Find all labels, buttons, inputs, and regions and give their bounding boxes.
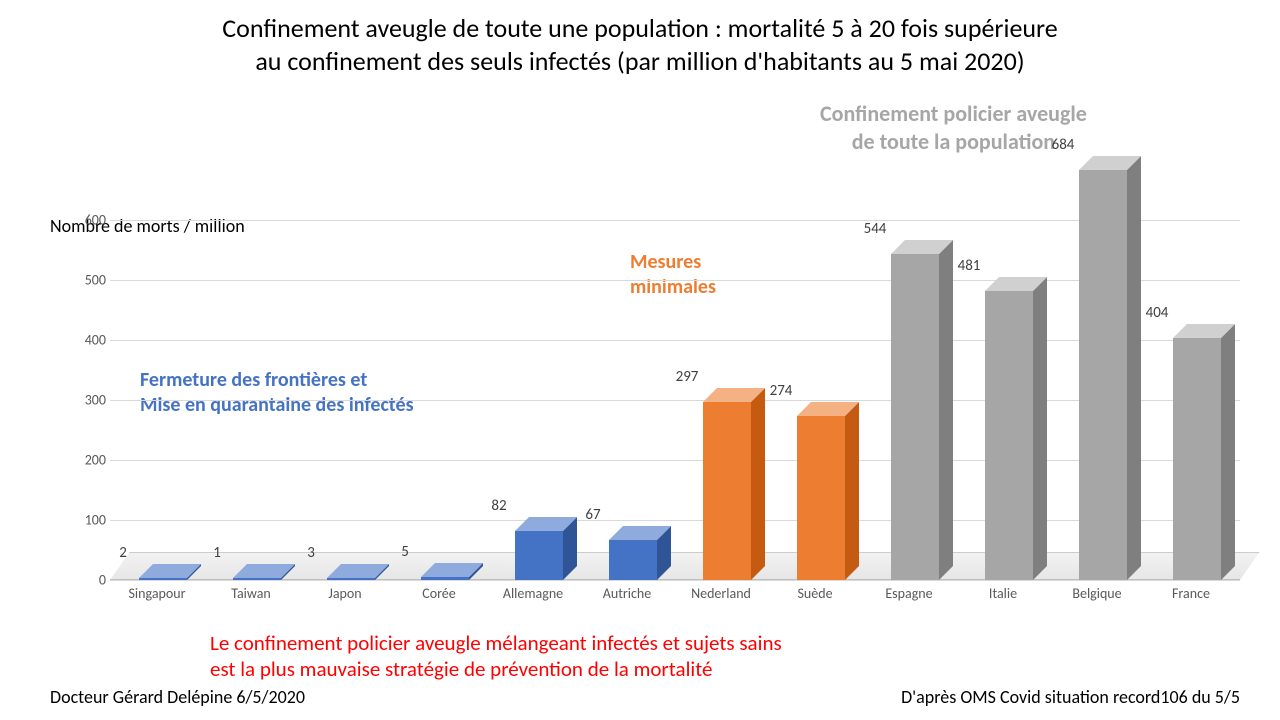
bar-value-label: 67 — [553, 506, 633, 524]
bar-value-label: 2 — [83, 544, 163, 562]
bar-value-label: 82 — [459, 497, 539, 515]
x-category-label: Japon — [298, 585, 392, 602]
title-line-1: Confinement aveugle de toute une populat… — [222, 12, 1057, 44]
y-tick-label: 600 — [70, 212, 106, 229]
y-tick-label: 300 — [70, 392, 106, 409]
bar-chart: 0 100 200 300 400 500 600 SingapourTaiwanJapon… — [70, 160, 1240, 620]
conclusion-line-1: Le confinement policier aveugle mélangea… — [210, 630, 782, 656]
bar-value-label: 1 — [177, 544, 257, 562]
y-tick-label: 500 — [70, 272, 106, 289]
bar-value-label: 5 — [365, 543, 445, 561]
x-category-label: France — [1144, 585, 1238, 602]
x-category-label: Singapour — [110, 585, 204, 602]
x-category-label: Taiwan — [204, 585, 298, 602]
x-category-label: Belgique — [1050, 585, 1144, 602]
x-category-label: Suède — [768, 585, 862, 602]
conclusion-text: Le confinement policier aveugle mélangea… — [210, 630, 782, 683]
x-category-label: Allemagne — [486, 585, 580, 602]
y-tick-label: 400 — [70, 332, 106, 349]
x-category-label: Italie — [956, 585, 1050, 602]
bar-value-label: 274 — [741, 382, 821, 400]
x-category-label: Nederland — [674, 585, 768, 602]
gridline — [110, 580, 1240, 581]
x-category-label: Espagne — [862, 585, 956, 602]
bar-value-label: 3 — [271, 544, 351, 562]
bar-value-label: 404 — [1117, 304, 1197, 322]
page: Confinement aveugle de toute une populat… — [0, 0, 1280, 720]
conclusion-line-2: est la plus mauvaise stratégie de préven… — [210, 656, 712, 682]
bar-value-label: 481 — [929, 257, 1009, 275]
y-tick-label: 200 — [70, 452, 106, 469]
y-tick-label: 100 — [70, 512, 106, 529]
group-gray-line-1: Confinement policier aveugle — [820, 100, 1087, 127]
x-category-label: Corée — [392, 585, 486, 602]
bar-value-label: 544 — [835, 220, 915, 238]
title-line-2: au confinement des seuls infectés (par m… — [255, 45, 1024, 77]
x-category-label: Autriche — [580, 585, 674, 602]
source-text: D'après OMS Covid situation record106 du… — [901, 686, 1240, 708]
author-text: Docteur Gérard Delépine 6/5/2020 — [50, 686, 305, 708]
bar-value-label: 297 — [647, 368, 727, 386]
chart-title: Confinement aveugle de toute une populat… — [0, 12, 1280, 77]
bar-value-label: 684 — [1023, 136, 1103, 154]
y-tick-label: 0 — [70, 572, 106, 589]
